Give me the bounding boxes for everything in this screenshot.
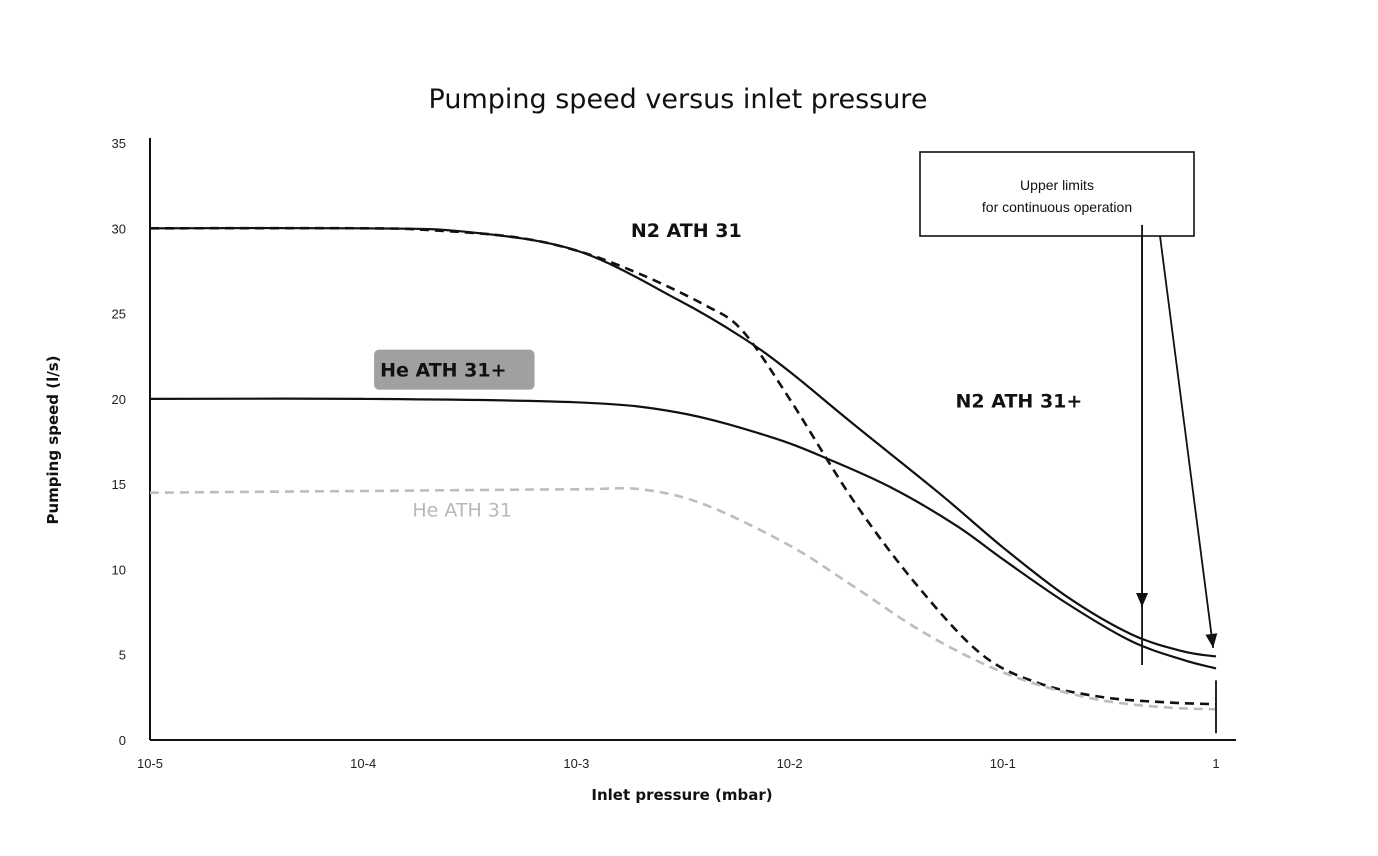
series-label: He ATH 31	[412, 500, 512, 522]
y-tick-label: 0	[119, 733, 126, 748]
annotation: Upper limits for continuous operation	[919, 151, 1218, 734]
series-line-he-ath-31-	[149, 397, 1217, 670]
arrow-head	[1136, 592, 1149, 607]
x-tick-label: 10-1	[990, 756, 1016, 771]
series-layer	[149, 226, 1217, 711]
series-labels: N2 ATH 31 N2 ATH 31+ He ATH 31+ He ATH 31	[380, 220, 1082, 522]
annotation-arrow	[1159, 235, 1215, 649]
x-axis-label: Inlet pressure (mbar)	[591, 786, 772, 804]
y-tick-label: 30	[112, 221, 126, 236]
series-label: N2 ATH 31	[631, 220, 742, 242]
annotation-text: Upper limits	[1020, 177, 1094, 193]
label-highlight-layer	[374, 349, 535, 390]
y-tick-label: 10	[112, 562, 126, 577]
series-label: He ATH 31+	[380, 360, 506, 382]
y-tick-label: 25	[112, 307, 126, 322]
x-tick-label: 10-3	[563, 756, 589, 771]
x-tick-label: 10-5	[137, 756, 163, 771]
y-tick-label: 20	[112, 392, 126, 407]
y-axis-label: Pumping speed (l/s)	[44, 355, 62, 524]
series-line-n2-ath-31	[149, 226, 1217, 706]
series-label: N2 ATH 31+	[956, 390, 1083, 412]
axes: 0 5 10 15 20 25 30 35 10-5 10-4 10-3 10-2 10-1 1	[112, 136, 1236, 771]
annotation-box	[919, 151, 1195, 237]
y-tick-label: 5	[119, 648, 126, 663]
x-tick-label: 10-2	[777, 756, 803, 771]
series-line-he-ath-31	[149, 486, 1217, 711]
series-line-n2-ath-31-	[149, 226, 1217, 658]
y-tick-label: 15	[112, 477, 126, 492]
x-tick-label: 10-4	[350, 756, 376, 771]
chart-title: Pumping speed versus inlet pressure	[429, 84, 928, 115]
x-tick-label: 1	[1212, 756, 1219, 771]
arrow-head	[1205, 633, 1218, 648]
label-highlight	[374, 349, 535, 390]
annotation-text: for continuous operation	[982, 199, 1132, 215]
y-tick-label: 35	[112, 136, 126, 151]
